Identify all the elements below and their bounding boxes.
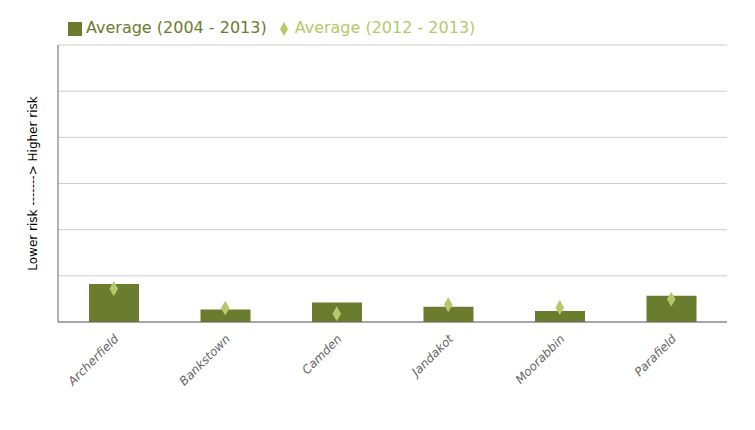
html-text:Average (2012 - 2013): Average (2012 - 2013) <box>294 18 476 37</box>
svg-text:Lower risk -------> Higher ris: Lower risk -------> Higher risk <box>26 96 40 270</box>
svg-text:Moorabbin: Moorabbin <box>513 332 568 387</box>
svg-text:Camden: Camden <box>299 332 344 377</box>
svg-text:Jandakot: Jandakot <box>408 331 457 380</box>
html-text:Average (2004 - 2013): Average (2004 - 2013) <box>86 18 267 37</box>
svg-text:Parafield: Parafield <box>632 332 680 380</box>
svg-text:Bankstown: Bankstown <box>177 332 233 388</box>
svg-text:Archerfield: Archerfield <box>64 332 121 389</box>
